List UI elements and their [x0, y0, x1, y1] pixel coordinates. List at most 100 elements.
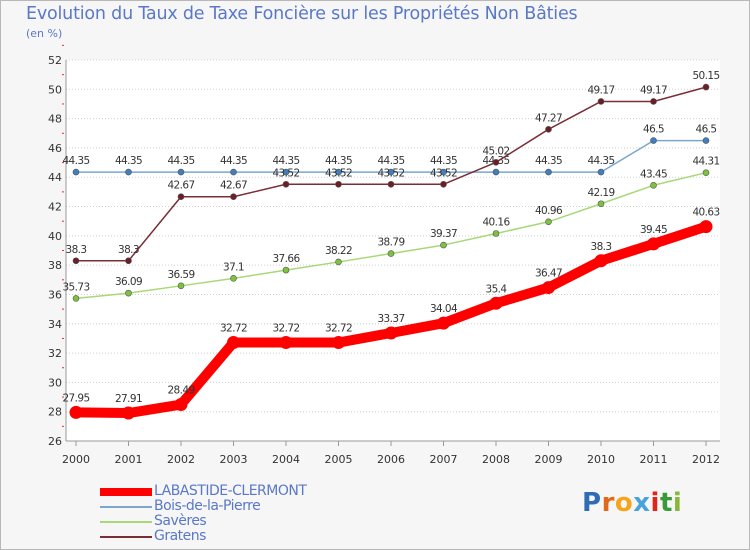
data-point: [440, 241, 447, 249]
data-point: [279, 336, 293, 350]
data-point: [177, 282, 185, 290]
data-label: 44.35: [62, 155, 89, 167]
x-tick-label: 2000: [62, 453, 90, 466]
data-point: [492, 168, 500, 176]
data-label: 36.59: [167, 269, 194, 281]
logo-letter: t: [659, 488, 673, 518]
data-label: 42.19: [587, 187, 614, 199]
proxiti-logo: Proxiti: [582, 488, 682, 518]
data-point: [440, 168, 447, 176]
data-label: 40.16: [482, 217, 510, 229]
x-tick-label: 2008: [482, 453, 510, 466]
legend: LABASTIDE-CLERMONT Bois-de-la-Pierre Savèr…: [100, 483, 360, 544]
legend-label: Savères: [154, 513, 207, 529]
data-point: [597, 200, 605, 208]
data-label: 34.04: [430, 303, 458, 315]
data-label: 47.27: [535, 112, 562, 124]
data-label: 36.09: [115, 276, 142, 288]
data-label: 32.72: [325, 323, 352, 335]
data-label: 39.45: [640, 224, 667, 236]
x-tick-label: 2003: [220, 453, 248, 466]
data-point: [72, 257, 80, 265]
data-point: [702, 137, 710, 144]
y-tick-label: 26: [48, 435, 62, 448]
data-label: 32.72: [220, 323, 247, 335]
data-point: [387, 168, 395, 176]
y-tick-label: 32: [48, 347, 62, 360]
plot-area: [66, 60, 720, 441]
data-label: 43.52: [377, 167, 404, 179]
data-point: [122, 406, 135, 420]
data-point: [230, 168, 237, 176]
data-point: [282, 266, 290, 274]
data-label: 38.3: [118, 244, 139, 256]
x-tick-label: 2007: [430, 453, 458, 466]
data-point: [227, 336, 240, 350]
data-label: 42.67: [167, 180, 194, 192]
data-point: [384, 326, 398, 340]
data-label: 45.02: [482, 145, 509, 157]
chart-unit: (en %): [26, 27, 63, 40]
legend-item: Savères: [100, 513, 360, 529]
data-point: [702, 83, 710, 91]
data-point: [594, 254, 608, 268]
data-point: [437, 316, 450, 330]
x-tick-label: 2011: [640, 453, 668, 466]
data-label: 43.52: [430, 167, 457, 179]
y-tick-label: 36: [48, 288, 62, 301]
data-label: 46.5: [696, 124, 717, 136]
x-tick-label: 2004: [272, 453, 300, 466]
data-point: [702, 169, 710, 176]
legend-swatch: [100, 521, 152, 523]
data-label: 27.95: [62, 392, 89, 404]
data-label: 43.52: [325, 167, 352, 179]
data-point: [699, 220, 713, 234]
legend-label: Gratens: [154, 528, 206, 544]
data-label: 44.35: [220, 155, 247, 167]
data-point: [282, 168, 290, 176]
logo-letter: i: [650, 488, 660, 518]
x-tick-label: 2006: [377, 453, 405, 466]
data-label: 27.91: [115, 393, 142, 405]
data-label: 35.73: [62, 281, 89, 293]
data-point: [542, 281, 555, 295]
data-label: 44.35: [272, 155, 299, 167]
data-label: 44.35: [535, 155, 562, 167]
x-tick-label: 2010: [587, 453, 615, 466]
data-label: 39.37: [430, 228, 457, 240]
data-point: [597, 168, 605, 176]
data-label: 43.52: [272, 167, 299, 179]
y-tick-label: 34: [48, 318, 62, 331]
data-label: 32.72: [272, 323, 299, 335]
data-label: 50.15: [692, 70, 719, 82]
y-tick-label: 46: [48, 142, 62, 155]
data-point: [177, 168, 185, 176]
data-label: 44.35: [167, 155, 194, 167]
data-label: 28.49: [167, 385, 194, 397]
y-tick-label: 44: [48, 171, 62, 184]
data-point: [650, 181, 657, 189]
data-point: [545, 126, 552, 133]
data-point: [335, 258, 342, 266]
data-point: [545, 218, 552, 226]
data-point: [650, 137, 657, 144]
data-label: 44.35: [325, 155, 352, 167]
data-point: [545, 168, 552, 176]
legend-item: LABASTIDE-CLERMONT: [100, 483, 360, 499]
y-tick-label: 30: [48, 376, 62, 389]
data-label: 49.17: [640, 84, 667, 96]
data-label: 38.3: [591, 241, 612, 253]
legend-swatch: [100, 536, 152, 538]
y-tick-label: 40: [48, 230, 62, 243]
data-label: 44.35: [377, 155, 404, 167]
y-tick-label: 38: [48, 259, 62, 272]
chart-title: Evolution du Taux de Taxe Foncière sur l…: [26, 4, 578, 24]
x-tick-label: 2009: [535, 453, 563, 466]
legend-swatch: [100, 488, 152, 496]
y-tick-label: 52: [48, 54, 62, 67]
data-label: 40.96: [535, 205, 563, 217]
data-point: [335, 168, 342, 176]
data-point: [282, 180, 290, 188]
data-point: [332, 336, 345, 350]
